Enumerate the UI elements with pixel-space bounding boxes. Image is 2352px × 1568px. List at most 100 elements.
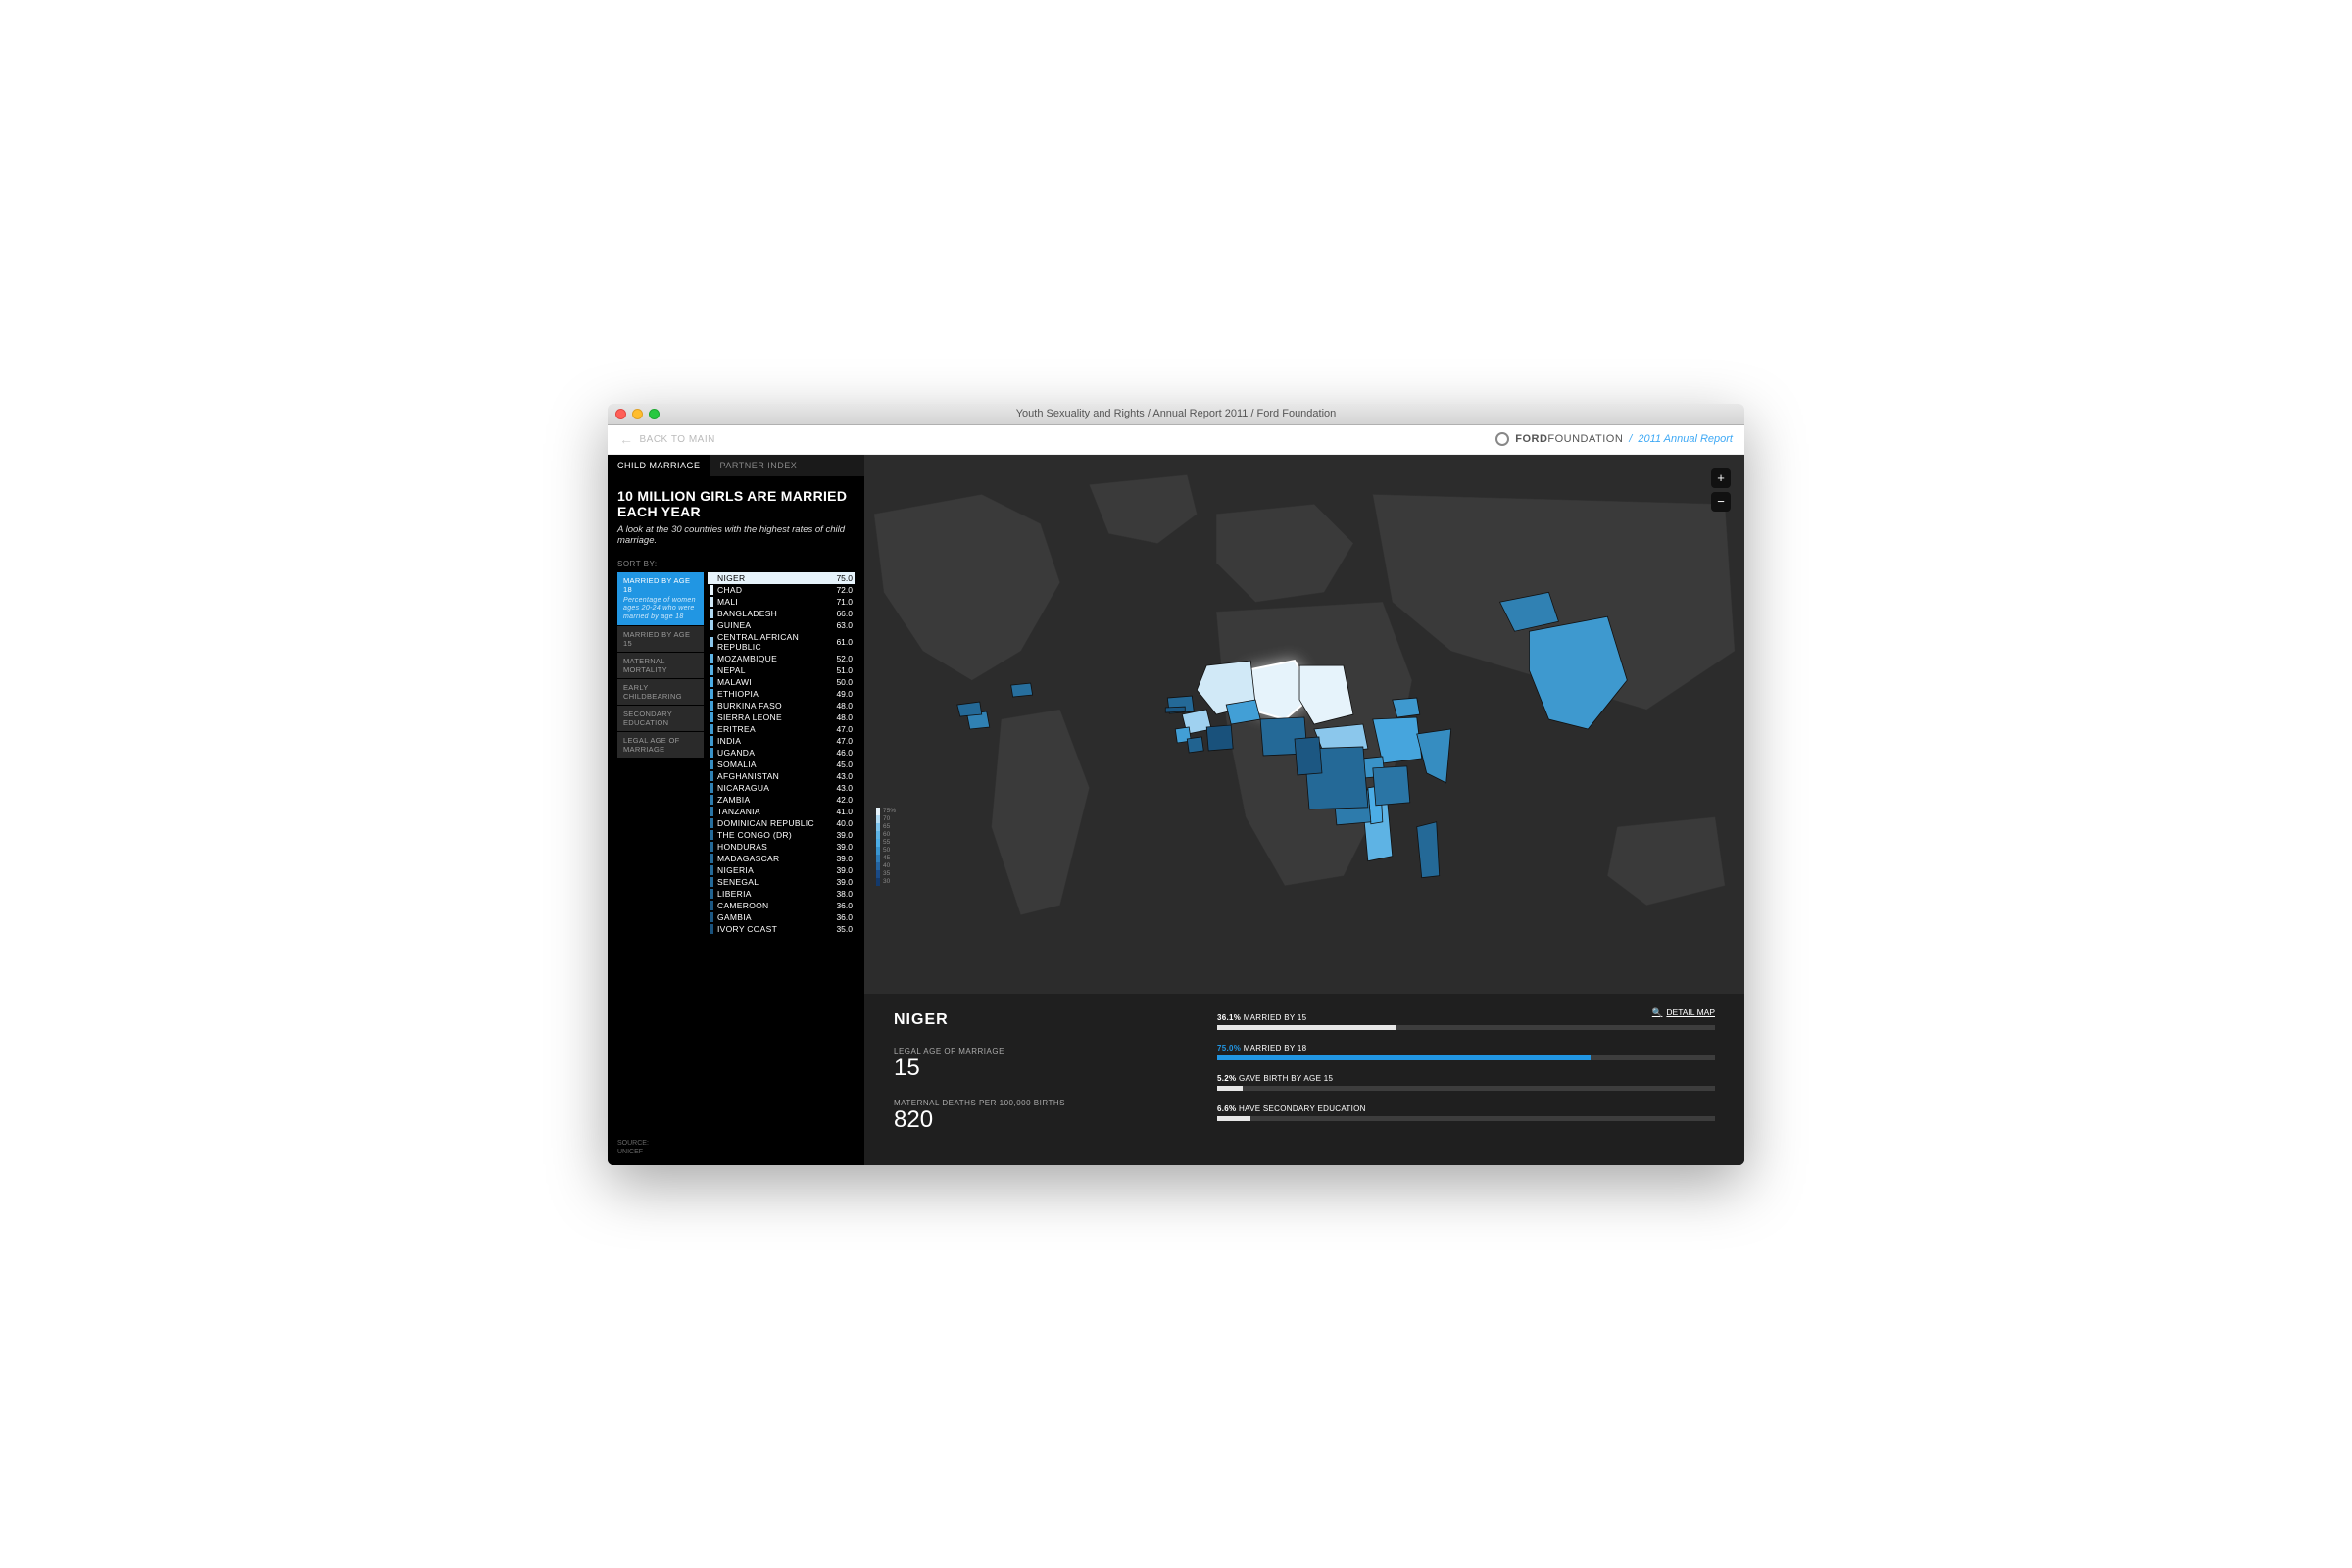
sort-label: SORT BY:: [617, 560, 855, 568]
sort-married-by-age-18[interactable]: MARRIED BY AGE 18Percentage of women age…: [617, 572, 704, 625]
country-name: ERITREA: [717, 724, 821, 734]
map-country[interactable]: [1187, 736, 1203, 752]
country-row[interactable]: IVORY COAST35.0: [708, 923, 855, 935]
country-row[interactable]: MADAGASCAR39.0: [708, 853, 855, 864]
country-row[interactable]: ZAMBIA 42.0: [708, 794, 855, 806]
country-row[interactable]: NIGER75.0: [708, 572, 855, 584]
legend-swatch: [876, 839, 880, 847]
country-value: 43.0: [825, 771, 853, 781]
map-country[interactable]: [1373, 765, 1410, 805]
swatch-icon: [710, 689, 713, 699]
country-name: SIERRA LEONE: [717, 712, 821, 722]
country-row[interactable]: INDIA47.0: [708, 735, 855, 747]
sort-maternal-mortality[interactable]: MATERNAL MORTALITY: [617, 653, 704, 678]
magnifier-icon: 🔍: [1652, 1007, 1663, 1018]
subhead: A look at the 30 countries with the high…: [617, 524, 855, 546]
country-row[interactable]: DOMINICAN REPUBLIC40.0: [708, 817, 855, 829]
country-detail-panel: NIGER LEGAL AGE OF MARRIAGE 15 MATERNAL …: [864, 994, 1744, 1165]
country-row[interactable]: MALI71.0: [708, 596, 855, 608]
country-row[interactable]: TANZANIA41.0: [708, 806, 855, 817]
sort-options: MARRIED BY AGE 18Percentage of women age…: [617, 572, 704, 935]
swatch-icon: [710, 783, 713, 793]
country-row[interactable]: ETHIOPIA49.0: [708, 688, 855, 700]
zoom-in-button[interactable]: +: [1711, 468, 1731, 488]
legend-label: 40: [883, 862, 890, 869]
country-name: NIGERIA: [717, 865, 821, 875]
country-row[interactable]: NIGERIA39.0: [708, 864, 855, 876]
country-name: MADAGASCAR: [717, 854, 821, 863]
country-row[interactable]: CAMEROON36.0: [708, 900, 855, 911]
swatch-icon: [710, 818, 713, 828]
swatch-icon: [710, 771, 713, 781]
map-country[interactable]: [1393, 698, 1420, 717]
map-country[interactable]: [1295, 736, 1322, 774]
country-row[interactable]: THE CONGO (DR)39.0: [708, 829, 855, 841]
country-row[interactable]: MALAWI50.0: [708, 676, 855, 688]
country-value: 42.0: [825, 795, 853, 805]
legend-swatch: [876, 855, 880, 862]
detail-map-link[interactable]: 🔍 DETAIL MAP: [1652, 1007, 1715, 1018]
country-row[interactable]: CHAD72.0: [708, 584, 855, 596]
stat-bar: 36.1% MARRIED BY 15: [1217, 1013, 1715, 1030]
zoom-out-button[interactable]: −: [1711, 492, 1731, 512]
country-row[interactable]: AFGHANISTAN43.0: [708, 770, 855, 782]
tab-child-marriage[interactable]: CHILD MARRIAGE: [608, 455, 710, 476]
swatch-icon: [710, 637, 713, 647]
bar-fill: [1217, 1055, 1591, 1060]
brand-separator: /: [1629, 433, 1632, 445]
country-name: THE CONGO (DR): [717, 830, 821, 840]
sort-married-by-age-15[interactable]: MARRIED BY AGE 15: [617, 626, 704, 652]
country-row[interactable]: NICARAGUA43.0: [708, 782, 855, 794]
swatch-icon: [710, 877, 713, 887]
legend-label: 30: [883, 878, 890, 885]
country-value: 36.0: [825, 912, 853, 922]
legend-label: 35: [883, 870, 890, 877]
country-name: ZAMBIA: [717, 795, 821, 805]
swatch-icon: [710, 724, 713, 734]
country-name: MALI: [717, 597, 821, 607]
country-row[interactable]: CENTRAL AFRICAN REPUBLIC61.0: [708, 631, 855, 653]
sort-secondary-education[interactable]: SECONDARY EDUCATION: [617, 706, 704, 731]
country-row[interactable]: LIBERIA38.0: [708, 888, 855, 900]
country-row[interactable]: SOMALIA45.0: [708, 759, 855, 770]
country-name: INDIA: [717, 736, 821, 746]
map-country[interactable]: [1206, 724, 1233, 750]
country-row[interactable]: BURKINA FASO48.0: [708, 700, 855, 711]
legend-label: 70: [883, 815, 890, 822]
country-value: 48.0: [825, 701, 853, 710]
country-row[interactable]: HONDURAS39.0: [708, 841, 855, 853]
map-country[interactable]: [957, 702, 982, 716]
country-row[interactable]: ERITREA47.0: [708, 723, 855, 735]
country-row[interactable]: UGANDA46.0: [708, 747, 855, 759]
back-to-main-button[interactable]: ← BACK TO MAIN: [619, 431, 715, 447]
country-row[interactable]: NEPAL51.0: [708, 664, 855, 676]
country-row[interactable]: SENEGAL39.0: [708, 876, 855, 888]
stat-bar: 6.6% HAVE SECONDARY EDUCATION: [1217, 1104, 1715, 1121]
country-name: NICARAGUA: [717, 783, 821, 793]
back-arrow-icon: ←: [619, 431, 634, 447]
country-row[interactable]: MOZAMBIQUE 52.0: [708, 653, 855, 664]
country-name: CHAD: [717, 585, 821, 595]
sort-early-childbearing[interactable]: EARLY CHILDBEARING: [617, 679, 704, 705]
country-row[interactable]: GAMBIA36.0: [708, 911, 855, 923]
tab-partner-index[interactable]: PARTNER INDEX: [710, 455, 808, 476]
bar-label: 36.1% MARRIED BY 15: [1217, 1013, 1715, 1022]
country-name: MOZAMBIQUE: [717, 654, 821, 663]
map-country[interactable]: [1226, 700, 1260, 724]
sort-legal-age-of-marriage[interactable]: LEGAL AGE OF MARRIAGE: [617, 732, 704, 758]
legend-swatch: [876, 808, 880, 815]
country-row[interactable]: BANGLADESH66.0: [708, 608, 855, 619]
country-row[interactable]: SIERRA LEONE48.0: [708, 711, 855, 723]
country-value: 52.0: [825, 654, 853, 663]
bar-fill: [1217, 1086, 1243, 1091]
country-row[interactable]: GUINEA63.0: [708, 619, 855, 631]
swatch-icon: [710, 701, 713, 710]
bar-fill: [1217, 1116, 1250, 1121]
map-area[interactable]: + − 75%706560555045403530: [864, 455, 1744, 994]
swatch-icon: [710, 597, 713, 607]
map-country[interactable]: [1011, 683, 1033, 697]
map-country[interactable]: [1165, 707, 1185, 712]
country-name: BANGLADESH: [717, 609, 821, 618]
zoom-controls: + −: [1711, 468, 1731, 512]
swatch-icon: [710, 573, 713, 583]
